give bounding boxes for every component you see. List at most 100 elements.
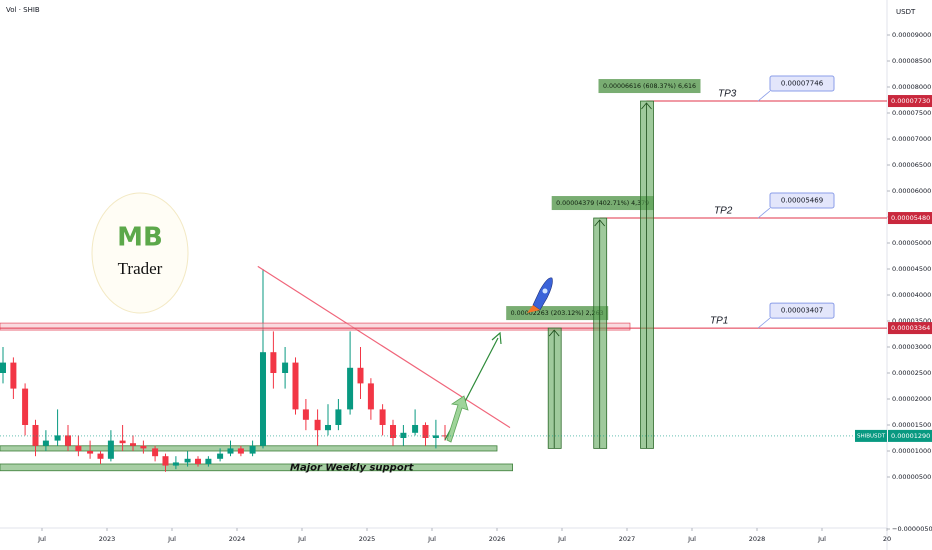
target-arrow-head xyxy=(641,102,652,110)
candle-body xyxy=(324,424,331,431)
candle-body xyxy=(282,362,289,373)
candle-body xyxy=(217,453,224,459)
y-tick-label: 0.00000500 xyxy=(892,473,931,481)
y-tick-label: 0.00003000 xyxy=(892,343,931,351)
candle-body xyxy=(237,448,244,454)
callout-box xyxy=(769,302,835,319)
candle-body xyxy=(357,367,364,384)
trendline xyxy=(257,265,511,429)
target-arrow-head xyxy=(548,329,560,337)
y-tick-label: 0.00002500 xyxy=(892,369,931,377)
target-column xyxy=(640,100,654,449)
target-arrow-head xyxy=(594,219,606,227)
y-tick-label: 0.00006500 xyxy=(892,161,931,169)
candle-body xyxy=(64,435,71,446)
callout-label: 0.00007746 xyxy=(781,80,824,88)
target-label: 0.00006616 (608.37%) 6,616 xyxy=(603,83,696,90)
x-tick-label: 20 xyxy=(883,535,891,543)
candle-body xyxy=(0,362,6,373)
price-tag xyxy=(888,322,932,335)
x-tick-label: Jul xyxy=(557,535,566,543)
candle-body xyxy=(10,362,17,389)
candle-body xyxy=(314,419,321,431)
target-column xyxy=(593,217,608,449)
candle-body xyxy=(162,456,169,466)
price-tag xyxy=(888,212,932,225)
x-tick-label: 2023 xyxy=(99,535,116,543)
price-tag-label: 0.00001290 xyxy=(891,432,930,440)
y-tick-label: 0.00004000 xyxy=(892,291,931,299)
symbol-tag xyxy=(855,429,887,442)
candle-body xyxy=(335,409,342,425)
candle-body xyxy=(270,352,277,373)
y-tick-label: 0.00006000 xyxy=(892,187,931,195)
target-label-box xyxy=(598,79,701,94)
level-name: TP3 xyxy=(718,89,737,100)
candle-body xyxy=(347,367,354,410)
candle-body xyxy=(140,445,147,449)
y-tick-label: 0.00003500 xyxy=(892,317,931,325)
target-label: 0.00002263 (203.12%) 2,263 xyxy=(511,310,604,317)
candle-body xyxy=(205,458,212,464)
candle-body xyxy=(54,435,61,441)
candle-body xyxy=(379,409,386,425)
candle-body xyxy=(422,424,429,438)
candle-body xyxy=(172,462,179,466)
symbol-label: SHIBUSDT xyxy=(857,433,886,439)
y-tick-label: 0.00008500 xyxy=(892,57,931,65)
candle-body xyxy=(302,409,309,420)
logo-circle xyxy=(91,192,189,314)
candle-body xyxy=(259,352,266,446)
x-tick-label: Jul xyxy=(37,535,46,543)
target-column xyxy=(547,327,562,449)
support-zone xyxy=(0,445,498,452)
candle-body xyxy=(432,435,439,438)
level-zone xyxy=(0,322,631,331)
candle-body xyxy=(152,448,159,457)
candle-body xyxy=(292,362,299,410)
y-tick-label: 0.00009000 xyxy=(892,31,931,39)
price-tag-label: 0.00003364 xyxy=(891,324,930,332)
candle-body xyxy=(389,424,396,438)
rocket xyxy=(532,277,553,311)
candle-body xyxy=(87,450,94,454)
y-tick-label: 0.00005000 xyxy=(892,239,931,247)
callout-leader xyxy=(757,317,771,329)
target-label-box xyxy=(551,196,654,211)
callout-box xyxy=(769,75,835,92)
callout-box xyxy=(769,192,835,209)
logo-letters: MB xyxy=(117,223,163,253)
target-label: 0.00004379 (402.71%) 4,379 xyxy=(556,200,649,207)
candle-body xyxy=(32,424,39,446)
breakout-arrow xyxy=(446,395,469,443)
y-tick-label: 0.00007000 xyxy=(892,135,931,143)
rocket-window xyxy=(542,288,548,294)
y-tick-label: 0.00008000 xyxy=(892,83,931,91)
x-tick-label: Jul xyxy=(297,535,306,543)
level-name: TP2 xyxy=(714,206,733,217)
x-tick-label: 2027 xyxy=(619,535,636,543)
candle-body xyxy=(367,383,374,410)
candle-body xyxy=(22,388,29,425)
y-tick-label: 0.00002000 xyxy=(892,395,931,403)
x-tick-label: 2028 xyxy=(749,535,766,543)
y-tick-label: 0.00004500 xyxy=(892,265,931,273)
candle-body xyxy=(97,453,104,459)
logo-text: Trader xyxy=(118,259,163,278)
price-tag-label: 0.00007730 xyxy=(891,97,930,105)
candle-body xyxy=(42,440,49,446)
header-right: USDT xyxy=(896,8,916,16)
price-tag xyxy=(888,429,932,442)
y-tick-label: −0.00000500 xyxy=(892,525,932,533)
y-tick-label: 0.00001000 xyxy=(892,447,931,455)
candle-body xyxy=(184,458,191,463)
candle-body xyxy=(107,440,114,459)
support-zone xyxy=(0,463,513,472)
y-tick-label: 0.00007500 xyxy=(892,109,931,117)
price-tag-label: 0.00005480 xyxy=(891,214,930,222)
level-name: TP1 xyxy=(710,316,728,327)
y-tick-label: 0.00001500 xyxy=(892,421,931,429)
price-tag xyxy=(888,95,932,108)
x-tick-label: 2024 xyxy=(229,535,246,543)
